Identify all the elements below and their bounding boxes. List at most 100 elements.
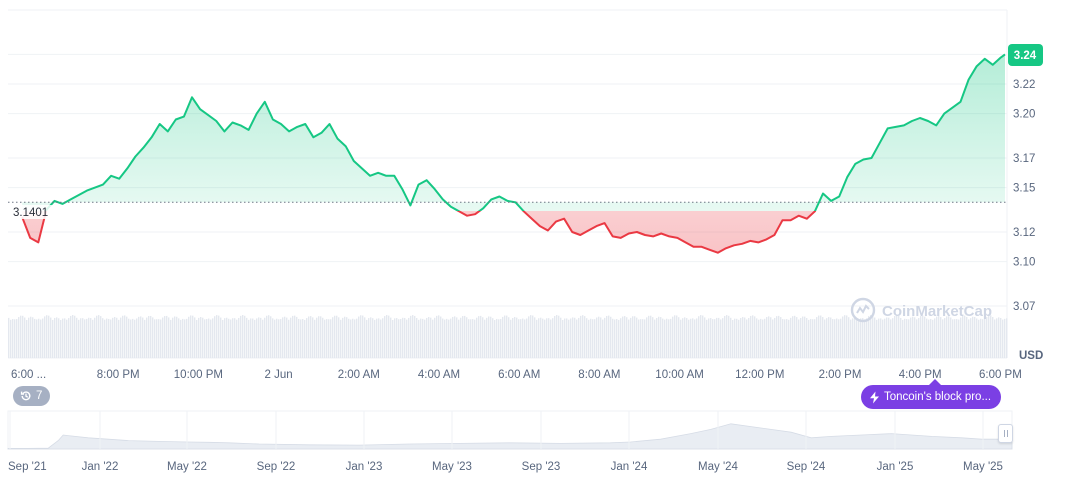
x-tick-label: 6:00 ... — [11, 369, 46, 381]
volume-bar — [178, 318, 180, 358]
volume-bar — [622, 316, 624, 358]
volume-bar — [950, 317, 952, 358]
news-badge[interactable]: Toncoin's block pro... — [861, 379, 1002, 409]
volume-bar — [252, 318, 254, 358]
volume-bar — [532, 315, 534, 358]
volume-bar — [226, 317, 228, 358]
volume-bar — [774, 317, 776, 358]
navigator-right-handle[interactable] — [998, 424, 1013, 443]
volume-bar — [822, 317, 824, 358]
volume-bar — [96, 315, 98, 358]
volume-bar — [692, 318, 694, 358]
volume-bar — [748, 317, 750, 358]
events-badge[interactable]: 7 — [13, 386, 51, 406]
volume-bar — [588, 319, 590, 358]
x-tick-label: 2 Jun — [265, 369, 293, 381]
volume-bar — [584, 316, 586, 358]
volume-bar — [320, 316, 322, 358]
last-price-label: 3.24 — [1014, 50, 1037, 62]
volume-bar — [274, 319, 276, 358]
volume-bar — [610, 316, 612, 358]
volume-bar — [736, 318, 738, 358]
volume-bar — [238, 317, 240, 358]
volume-bar — [598, 316, 600, 358]
volume-bar — [732, 319, 734, 358]
volume-bar — [308, 316, 310, 358]
volume-bar — [318, 316, 320, 358]
volume-bar — [816, 317, 818, 358]
volume-bar — [396, 318, 398, 358]
volume-bar — [222, 319, 224, 358]
volume-bar — [322, 317, 324, 358]
volume-bar — [312, 317, 314, 358]
navigator-tick-label: May '23 — [432, 461, 472, 473]
volume-bar — [840, 318, 842, 358]
volume-bar — [74, 315, 76, 358]
volume-bar — [886, 317, 888, 358]
volume-bar — [434, 317, 436, 358]
volume-bar — [356, 318, 358, 358]
volume-bar — [882, 319, 884, 358]
volume-bar — [20, 315, 22, 358]
navigator-tick-label: Jan '23 — [346, 461, 383, 473]
volume-bar — [298, 318, 300, 358]
volume-bar — [412, 315, 414, 358]
volume-bar — [288, 319, 290, 358]
volume-bar — [996, 318, 998, 358]
volume-bar — [898, 315, 900, 358]
range-navigator[interactable] — [7, 410, 1013, 450]
volume-bar — [404, 317, 406, 358]
volume-bar — [614, 319, 616, 358]
volume-bar — [56, 317, 58, 358]
volume-bar — [374, 319, 376, 358]
volume-bar — [978, 319, 980, 358]
volume-bar — [206, 319, 208, 358]
volume-bar — [668, 319, 670, 358]
volume-bar — [678, 317, 680, 358]
volume-bar — [200, 317, 202, 358]
volume-bar — [90, 318, 92, 358]
volume-bar — [130, 319, 132, 358]
volume-bar — [480, 315, 482, 358]
volume-bar — [568, 319, 570, 358]
volume-bar — [836, 318, 838, 358]
volume-bar — [992, 317, 994, 358]
volume-bar — [770, 317, 772, 358]
volume-bar — [638, 319, 640, 358]
volume-bar — [938, 316, 940, 358]
volume-bar — [54, 317, 56, 358]
volume-bar — [958, 319, 960, 358]
volume-bar — [530, 315, 532, 358]
volume-bar — [526, 318, 528, 358]
volume-bar — [292, 315, 294, 358]
volume-bar — [340, 319, 342, 358]
volume-bar — [686, 318, 688, 358]
volume-bar — [1002, 319, 1004, 358]
volume-bar — [620, 318, 622, 358]
volume-bar — [284, 316, 286, 358]
volume-bar — [382, 318, 384, 358]
volume-bar — [26, 319, 28, 358]
volume-bar — [458, 319, 460, 358]
volume-bar — [246, 317, 248, 358]
volume-bar — [538, 318, 540, 358]
volume-bar — [744, 317, 746, 358]
volume-bar — [534, 317, 536, 358]
volume-bar — [818, 315, 820, 358]
volume-bar — [234, 318, 236, 358]
volume-bar — [46, 315, 48, 358]
volume-bar — [820, 315, 822, 358]
volume-bar — [720, 319, 722, 358]
volume-bar — [954, 319, 956, 358]
events-count: 7 — [36, 390, 43, 402]
volume-bar — [138, 316, 140, 358]
volume-bar — [710, 318, 712, 358]
volume-bar — [792, 316, 794, 358]
volume-bar — [528, 316, 530, 358]
volume-bar — [120, 317, 122, 358]
volume-bar — [636, 317, 638, 358]
volume-bar — [626, 317, 628, 358]
volume-bar — [198, 317, 200, 358]
price-line-up — [45, 53, 1006, 211]
